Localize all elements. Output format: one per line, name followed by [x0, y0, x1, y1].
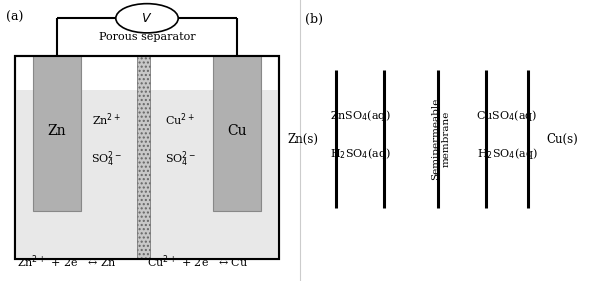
Text: (b): (b)	[305, 13, 323, 26]
Text: SO$_4^{2-}$: SO$_4^{2-}$	[91, 149, 122, 169]
Text: Zn$^{2+}$ + 2e$^{-}$ ↔ Zn: Zn$^{2+}$ + 2e$^{-}$ ↔ Zn	[17, 254, 116, 270]
Text: $V$: $V$	[142, 12, 152, 25]
Text: SO$_4^{2-}$: SO$_4^{2-}$	[164, 149, 196, 169]
Bar	[137, 56, 150, 259]
Text: Semipermeable
membrane: Semipermeable membrane	[431, 98, 451, 180]
Text: H$_2$SO$_4$(aq): H$_2$SO$_4$(aq)	[476, 146, 538, 161]
Text: Zn(s): Zn(s)	[287, 133, 318, 146]
Circle shape	[116, 4, 178, 33]
Text: Zn: Zn	[47, 124, 67, 138]
Bar	[33, 56, 81, 211]
Text: Zn$^{2+}$: Zn$^{2+}$	[92, 111, 121, 128]
Bar	[15, 56, 279, 259]
Text: Porous separator: Porous separator	[98, 32, 196, 42]
Bar	[213, 56, 261, 211]
Text: CuSO$_4$(aq): CuSO$_4$(aq)	[476, 108, 538, 123]
Text: Cu: Cu	[227, 124, 247, 138]
Text: H$_2$SO$_4$(aq): H$_2$SO$_4$(aq)	[329, 146, 391, 161]
Text: (a): (a)	[6, 11, 23, 24]
Text: Cu$^{2+}$ + 2e$^{-}$ ↔ Cu: Cu$^{2+}$ + 2e$^{-}$ ↔ Cu	[147, 254, 248, 270]
Bar	[15, 90, 279, 259]
Bar	[15, 56, 279, 259]
Text: Cu(s): Cu(s)	[546, 133, 578, 146]
Text: ZnSO$_4$(aq): ZnSO$_4$(aq)	[329, 108, 391, 123]
Text: Cu$^{2+}$: Cu$^{2+}$	[165, 111, 195, 128]
